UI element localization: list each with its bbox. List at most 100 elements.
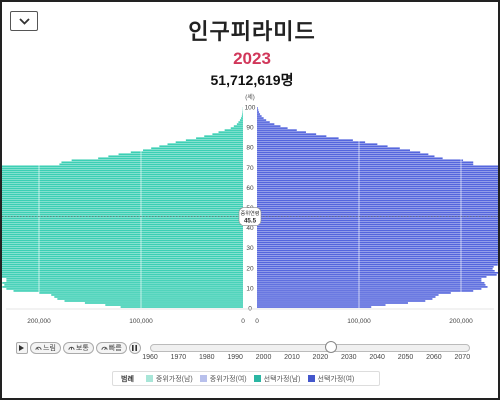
female-bar <box>257 111 260 113</box>
female-bar <box>257 294 439 296</box>
male-bar <box>2 169 244 172</box>
male-bar <box>2 209 243 212</box>
female-bar <box>257 259 498 262</box>
chevron-down-icon <box>18 17 30 25</box>
male-bar <box>2 203 244 206</box>
speed-slow-button[interactable]: 느림 <box>30 342 61 354</box>
female-bar <box>257 115 262 117</box>
legend-label: 중위가정(여) <box>209 375 247 383</box>
female-bar <box>257 284 486 286</box>
pause-button[interactable] <box>128 342 141 354</box>
female-bar <box>257 211 498 214</box>
female-bar <box>257 231 498 234</box>
female-bar <box>257 272 498 274</box>
female-bar <box>257 306 372 308</box>
male-bar <box>6 280 243 282</box>
female-bar <box>257 253 498 256</box>
female-bar <box>257 223 498 226</box>
male-bar <box>54 296 243 298</box>
male-bar <box>224 129 243 131</box>
male-bar <box>230 127 243 129</box>
female-bar <box>257 282 485 284</box>
female-bar <box>257 239 498 242</box>
male-bar <box>143 149 243 152</box>
region-select-dropdown[interactable] <box>10 11 38 31</box>
female-bar <box>257 113 261 115</box>
timeline-year-label: 2040 <box>369 354 385 361</box>
male-bar <box>2 197 243 200</box>
age-tick-label: 100 <box>245 105 256 112</box>
legend: 범례 중위가정(남) 중위가정(여) 선택가정(남) 선택가정(여) <box>112 371 380 386</box>
male-bar <box>2 201 243 204</box>
female-bar <box>257 221 498 224</box>
male-bar <box>2 274 243 276</box>
legend-swatch <box>253 375 261 382</box>
female-bar <box>257 173 498 176</box>
male-bar <box>2 191 243 194</box>
female-bar <box>257 149 410 152</box>
female-bar <box>257 127 288 129</box>
female-bar <box>257 219 498 222</box>
female-bar <box>257 139 353 142</box>
female-bar <box>257 263 498 266</box>
male-bar <box>2 249 243 252</box>
play-button[interactable] <box>16 342 28 354</box>
male-bar <box>2 193 244 196</box>
male-bar <box>241 115 243 117</box>
female-bar <box>257 133 317 135</box>
female-bar <box>257 296 436 298</box>
female-bar <box>257 298 433 300</box>
female-bar <box>257 280 482 282</box>
male-bar <box>105 304 243 306</box>
speed-normal-button[interactable]: 보통 <box>62 342 94 354</box>
male-bar <box>130 151 243 154</box>
speed-fast-button[interactable]: 빠름 <box>95 342 127 354</box>
female-bar <box>257 251 498 254</box>
female-bar <box>257 249 498 252</box>
legend-item-selected-female: 선택가정(여) <box>307 374 355 384</box>
male-bar <box>242 113 243 115</box>
male-bar <box>64 300 243 302</box>
x-tick-label: 100,000 <box>347 318 371 325</box>
male-bar <box>239 119 243 121</box>
female-bar <box>257 247 498 250</box>
x-tick-label: 0 <box>241 318 245 325</box>
female-bar <box>257 203 498 206</box>
male-bar <box>120 306 243 308</box>
male-bar <box>2 286 244 288</box>
female-bar <box>257 119 267 121</box>
year-timeline-slider[interactable] <box>150 341 470 353</box>
male-bar <box>218 131 243 133</box>
age-tick-label: 70 <box>246 165 254 172</box>
male-bar <box>2 223 243 226</box>
male-bar <box>2 221 244 224</box>
legend-label: 선택가정(여) <box>317 375 355 383</box>
female-bar <box>257 227 498 230</box>
male-bar <box>159 145 243 148</box>
male-bar <box>2 272 243 274</box>
female-bar <box>257 153 429 156</box>
female-bar <box>257 121 270 123</box>
female-bar <box>257 179 498 182</box>
page-title: 인구피라미드 <box>188 19 316 44</box>
male-bar <box>6 278 243 280</box>
male-bar <box>240 117 243 119</box>
female-bar <box>257 229 498 232</box>
male-bar <box>2 231 243 234</box>
male-bar <box>2 213 244 216</box>
male-bar <box>2 276 244 278</box>
female-bar <box>257 241 498 244</box>
gauge-icon <box>101 346 108 351</box>
female-bar <box>257 201 498 204</box>
male-bar <box>2 183 244 186</box>
current-year: 2023 <box>233 49 271 68</box>
male-bar <box>2 247 243 250</box>
year-slider-thumb[interactable] <box>324 341 337 353</box>
play-icon <box>19 345 24 351</box>
male-bar <box>2 185 243 188</box>
female-bar <box>257 157 443 160</box>
female-bar <box>257 123 275 125</box>
female-bar <box>257 177 498 180</box>
age-tick-label: 20 <box>246 265 254 272</box>
